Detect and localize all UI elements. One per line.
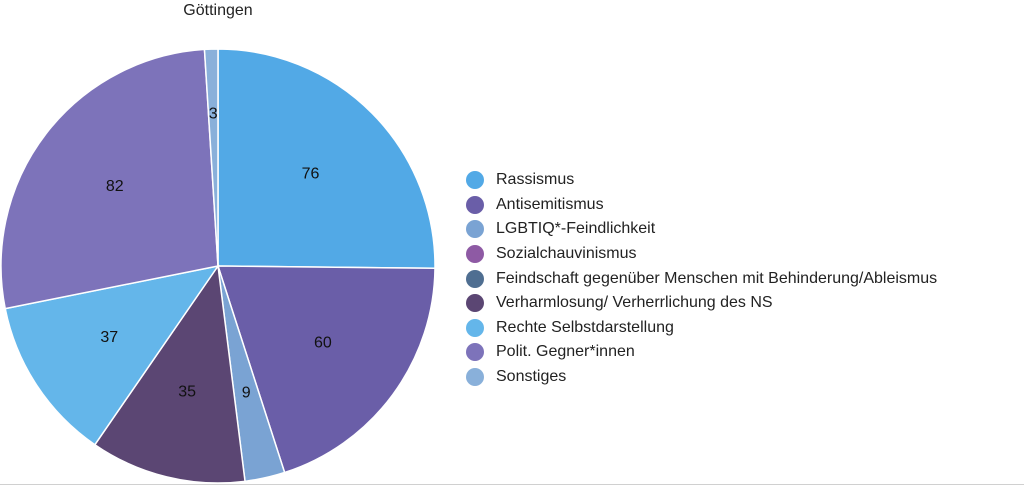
pie-slice-label-antisemitismus: 60 bbox=[314, 334, 332, 351]
legend-swatch-verharmlosung-verherrlichung-des-ns bbox=[466, 294, 484, 313]
legend-swatch-polit-gegner-innen bbox=[466, 343, 484, 362]
legend-swatch-antisemitismus bbox=[466, 195, 484, 214]
legend-item-lgbtiq-feindlichkeit: LGBTIQ*-Feindlichkeit bbox=[466, 217, 937, 242]
pie-slice-rechte-selbstdarstellung bbox=[4, 264, 220, 446]
legend-label-sozialchauvinismus: Sozialchauvinismus bbox=[496, 245, 637, 263]
pie-slice-label-rechte-selbstdarstellung: 37 bbox=[100, 329, 118, 346]
bottom-divider bbox=[0, 484, 1024, 485]
legend-swatch-feindschaft-gegen-ber-menschen-mit-behinderung-ableismus bbox=[466, 269, 484, 288]
chart-title: Göttingen bbox=[183, 2, 253, 19]
legend-label-polit-gegner-innen: Polit. Gegner*innen bbox=[496, 343, 635, 361]
legend-swatch-rassismus bbox=[466, 171, 484, 190]
legend-item-rechte-selbstdarstellung: Rechte Selbstdarstellung bbox=[466, 316, 937, 341]
legend-label-sonstiges: Sonstiges bbox=[496, 368, 567, 386]
legend-label-verharmlosung-verherrlichung-des-ns: Verharmlosung/ Verherrlichung des NS bbox=[496, 294, 773, 312]
legend-swatch-lgbtiq-feindlichkeit bbox=[466, 220, 484, 239]
pie-slice-verharmlosung-verherrlichung-des-ns bbox=[93, 263, 246, 484]
pie-slice-label-lgbtiq-feindlichkeit: 9 bbox=[242, 384, 251, 401]
legend-label-rassismus: Rassismus bbox=[496, 171, 575, 189]
legend-swatch-sozialchauvinismus bbox=[466, 245, 484, 264]
legend-item-feindschaft-gegen-ber-menschen-mit-behinderung-ableismus: Feindschaft gegenüber Menschen mit Behin… bbox=[466, 266, 937, 291]
pie-slice-label-verharmlosung-verherrlichung-des-ns: 35 bbox=[178, 384, 196, 401]
pie-slice-antisemitismus bbox=[216, 265, 436, 474]
legend-item-polit-gegner-innen: Polit. Gegner*innen bbox=[466, 340, 937, 365]
pie-slice-label-sonstiges: 3 bbox=[209, 105, 218, 122]
pie-slice-polit-gegner-innen bbox=[0, 48, 219, 310]
chart-legend: Rassismus Antisemitismus LGBTIQ*-Feindlich… bbox=[466, 168, 937, 389]
legend-swatch-rechte-selbstdarstellung bbox=[466, 318, 484, 337]
pie-slice-label-rassismus: 76 bbox=[302, 166, 320, 183]
pie-plot-area: 76 60 9 35 37 82 3 bbox=[0, 48, 436, 484]
pie-slice-sonstiges bbox=[203, 48, 219, 267]
legend-label-antisemitismus: Antisemitismus bbox=[496, 195, 604, 213]
legend-item-antisemitismus: Antisemitismus bbox=[466, 193, 937, 218]
legend-label-feindschaft-gegen-ber-menschen-mit-behinderung-ableismus: Feindschaft gegenüber Menschen mit Behin… bbox=[496, 269, 938, 287]
legend-item-sozialchauvinismus: Sozialchauvinismus bbox=[466, 242, 937, 267]
legend-item-rassismus: Rassismus bbox=[466, 168, 937, 193]
legend-label-rechte-selbstdarstellung: Rechte Selbstdarstellung bbox=[496, 318, 674, 336]
legend-label-lgbtiq-feindlichkeit: LGBTIQ*-Feindlichkeit bbox=[496, 220, 656, 238]
pie-slice-label-polit-gegner-innen: 82 bbox=[106, 178, 124, 195]
pie-slice-rassismus bbox=[217, 48, 436, 270]
legend-item-verharmlosung-verherrlichung-des-ns: Verharmlosung/ Verherrlichung des NS bbox=[466, 291, 937, 316]
legend-swatch-sonstiges bbox=[466, 368, 484, 387]
legend-item-sonstiges: Sonstiges bbox=[466, 365, 937, 390]
